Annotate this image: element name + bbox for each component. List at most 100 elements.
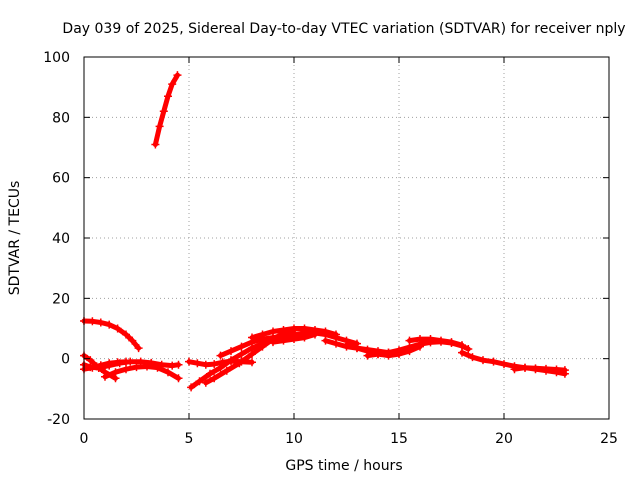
data-point — [321, 327, 330, 336]
data-point — [332, 339, 340, 348]
data-point — [426, 335, 435, 344]
y-tick-label: 20 — [52, 291, 70, 307]
data-point — [458, 341, 466, 350]
data-point — [489, 357, 498, 366]
data-point — [237, 342, 246, 351]
data-point — [201, 360, 210, 369]
data-point — [227, 347, 235, 356]
x-tick-label: 25 — [600, 431, 618, 447]
data-point — [86, 356, 95, 365]
data-point — [384, 348, 393, 357]
y-tick-label: 40 — [52, 231, 70, 247]
data-point — [311, 330, 319, 339]
data-point — [122, 330, 130, 339]
data-point — [332, 330, 340, 339]
data-point — [258, 342, 267, 351]
data-point — [216, 363, 225, 372]
data-point — [206, 369, 214, 378]
data-point — [468, 353, 477, 362]
tick-labels: 0 5 10 15 20 25 -20 0 20 40 60 80 100 — [43, 50, 618, 447]
data-point — [210, 374, 219, 383]
x-tick-label: 20 — [495, 431, 513, 447]
data-point — [88, 317, 97, 326]
data-point — [113, 324, 122, 333]
data-point — [134, 344, 143, 353]
data-point — [164, 368, 172, 377]
data-point — [122, 365, 130, 374]
data-point — [552, 368, 561, 377]
data-point — [155, 122, 164, 131]
data-point — [105, 359, 114, 368]
data-point — [195, 377, 204, 386]
data-point — [201, 378, 210, 387]
data-point — [279, 336, 288, 345]
data-point — [210, 360, 219, 369]
data-point — [88, 363, 97, 372]
data-point — [159, 107, 168, 116]
data-point — [447, 338, 456, 347]
data-point — [321, 336, 330, 345]
data-point — [187, 383, 196, 392]
data-point — [437, 336, 445, 345]
data-point — [416, 335, 424, 344]
series-arc-high — [152, 72, 180, 147]
data-point — [128, 336, 137, 345]
data-point — [269, 327, 277, 336]
data-point — [269, 338, 277, 347]
y-tick-label: 80 — [52, 110, 70, 126]
data-point — [185, 357, 193, 366]
chart-title: Day 039 of 2025, Sidereal Day-to-day VTE… — [62, 21, 625, 37]
data-point — [174, 360, 183, 369]
data-point — [235, 359, 244, 368]
data-point — [111, 368, 120, 377]
data-point — [300, 333, 309, 342]
data-point — [279, 326, 288, 335]
x-axis-label: GPS time / hours — [285, 458, 402, 474]
data-series — [80, 71, 569, 392]
data-point — [216, 351, 225, 360]
data-point — [300, 324, 309, 333]
y-tick-label: 60 — [52, 171, 70, 187]
data-point — [136, 357, 145, 366]
data-point — [363, 351, 372, 360]
data-point — [96, 318, 105, 327]
y-tick-label: 0 — [61, 352, 70, 368]
data-point — [353, 344, 361, 353]
data-point — [395, 346, 403, 355]
data-point — [342, 341, 351, 350]
data-point — [521, 363, 529, 372]
data-point — [500, 360, 508, 369]
x-tick-label: 10 — [285, 431, 303, 447]
data-point — [248, 358, 256, 367]
data-point — [227, 356, 235, 365]
data-point — [151, 140, 160, 149]
data-point — [105, 320, 114, 329]
x-tick-label: 15 — [390, 431, 408, 447]
data-point — [193, 359, 202, 368]
data-point — [531, 365, 540, 374]
data-point — [258, 330, 267, 339]
data-point — [143, 362, 151, 371]
data-point — [237, 350, 246, 359]
x-tick-label: 0 — [80, 431, 89, 447]
axis-ticks — [83, 56, 610, 420]
data-point — [153, 363, 162, 372]
grid-lines — [84, 57, 609, 419]
data-point — [542, 366, 550, 375]
data-point — [113, 358, 122, 367]
data-point — [101, 372, 109, 381]
x-tick-label: 5 — [185, 431, 194, 447]
data-point — [560, 369, 569, 378]
data-point — [168, 80, 177, 89]
data-point — [458, 348, 466, 357]
data-point — [374, 350, 382, 359]
data-point — [248, 333, 256, 342]
data-point — [132, 363, 141, 372]
data-point — [168, 361, 177, 370]
data-point — [222, 366, 231, 375]
data-point — [464, 345, 473, 354]
data-point — [248, 350, 256, 359]
data-point — [290, 324, 298, 333]
y-tick-label: 100 — [43, 50, 70, 66]
